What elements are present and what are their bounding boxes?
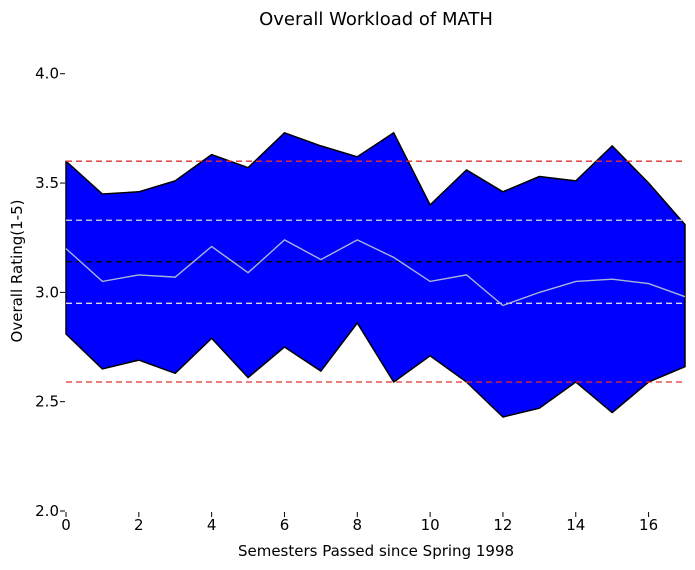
x-tick-label: 4 [207,516,217,534]
y-tick-label: 2.5 [35,393,59,411]
y-tick-label: 3.0 [35,283,59,301]
x-tick-label: 16 [639,516,658,534]
reference-lines [66,160,685,383]
y-tick-label: 3.5 [35,174,59,192]
x-tick-label: 14 [566,516,585,534]
x-tick-label: 12 [493,516,512,534]
band-area [65,132,686,418]
y-tick-label: 4.0 [35,65,59,83]
x-tick-label: 6 [280,516,290,534]
x-tick-label: 10 [421,516,440,534]
x-tick-label: 8 [353,516,363,534]
mean-line [65,239,686,307]
y-axis-label: Overall Rating(1-5) [8,200,26,343]
y-axis: 2.0 2.5 3.0 3.5 4.0 [35,65,65,520]
x-axis: 0 2 4 6 8 10 12 14 16 [61,512,658,534]
chart-title: Overall Workload of MATH [259,9,493,30]
plot-area [65,132,686,418]
x-tick-label: 2 [134,516,144,534]
y-tick-label: 2.0 [35,502,59,520]
x-axis-label: Semesters Passed since Spring 1998 [238,542,514,560]
x-tick-label: 0 [61,516,71,534]
